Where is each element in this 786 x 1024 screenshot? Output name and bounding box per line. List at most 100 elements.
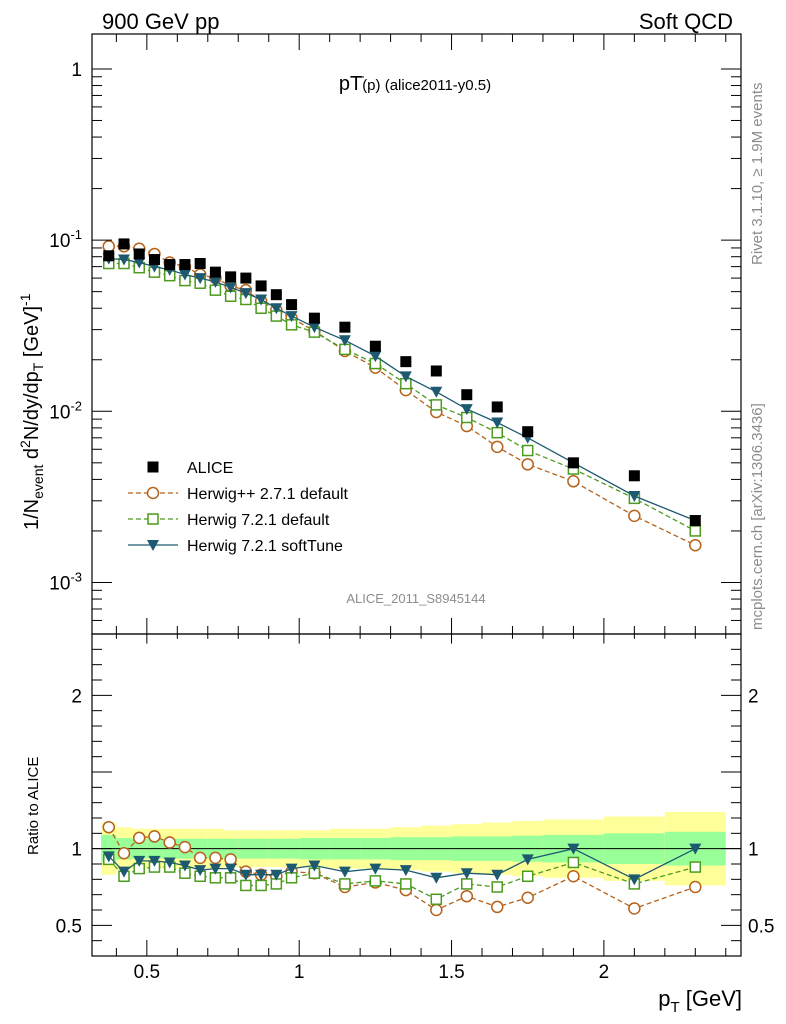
main-data-point	[209, 266, 221, 278]
ratio-point	[460, 868, 473, 880]
ratio-point	[194, 865, 207, 877]
ratio-point	[255, 879, 267, 892]
ratio-point	[689, 861, 702, 873]
main-data-point	[308, 312, 320, 324]
header-left: 900 GeV pp	[102, 9, 219, 34]
x-tick-label: 2	[599, 962, 610, 983]
main-data-point	[194, 258, 206, 270]
main-point	[460, 404, 473, 416]
main-point	[194, 273, 207, 285]
main-data-point	[522, 426, 534, 438]
ratio-point	[369, 875, 382, 887]
ratio-point	[567, 870, 580, 883]
ratio-point	[369, 863, 382, 875]
x-tick-label: 0.5	[134, 962, 160, 983]
analysis-watermark: ALICE_2011_S8945144	[346, 591, 485, 606]
tick-base: 10	[49, 402, 70, 423]
ratio-point	[102, 851, 115, 863]
main-data-point	[339, 321, 351, 333]
main-data-point	[430, 365, 442, 377]
main-point	[178, 269, 191, 281]
mcplots-label: mcplots.cern.ch [arXiv:1306.3436]	[749, 403, 766, 630]
ratio-point	[163, 857, 176, 869]
ratio-point	[521, 854, 534, 866]
ratio-y-tick-label: 1	[71, 840, 82, 861]
ratio-point	[490, 900, 504, 914]
ratio-y-tick-label-right: 0.5	[748, 916, 774, 937]
ratio-point	[461, 878, 473, 890]
legend-entry: Herwig 7.2.1 default	[128, 512, 330, 529]
main-point	[689, 538, 702, 552]
legend-label: ALICE	[187, 460, 233, 477]
ratio-point	[239, 869, 252, 881]
ratio-point	[148, 855, 161, 867]
main-point	[521, 444, 534, 457]
main-y-tick-label: 10-3	[49, 569, 82, 594]
ratio-point	[240, 879, 252, 892]
ratio-point	[224, 853, 237, 866]
ratio-point	[400, 878, 412, 890]
main-data-point	[164, 259, 176, 271]
main-point	[628, 509, 641, 523]
ratio-y-tick-label: 2	[71, 686, 82, 707]
main-point	[102, 240, 116, 253]
main-data-point	[148, 254, 160, 266]
ratio-y-tick-label: 0.5	[56, 916, 82, 937]
tick-base: 10	[49, 231, 70, 252]
ratio-point	[430, 893, 443, 906]
main-point	[133, 257, 146, 269]
ratio-point	[270, 869, 283, 881]
main-ylabel: 1/Nevent d2N/dy/dpT [GeV]-1	[17, 293, 46, 530]
ratio-point	[193, 851, 207, 865]
x-tick-label: 1	[294, 962, 305, 983]
main-point	[117, 254, 130, 266]
ratio-point	[628, 902, 641, 915]
ratio-y-tick-label-right: 1	[748, 840, 759, 861]
main-data-point	[255, 280, 267, 292]
ratio-point	[209, 863, 222, 875]
main-point	[369, 351, 382, 363]
main-data-series-0	[103, 238, 701, 527]
tick-exponent: -3	[70, 569, 82, 584]
main-point	[430, 386, 443, 398]
ratio-point	[430, 903, 443, 917]
main-point	[255, 294, 268, 306]
x-tick-label: 1.5	[438, 962, 464, 983]
main-data-point	[689, 515, 701, 527]
legend-marker	[146, 486, 160, 500]
main-data-point	[240, 272, 252, 284]
main-data-point	[225, 271, 237, 283]
legend-entry: ALICE	[147, 460, 233, 477]
ratio-point	[430, 872, 443, 884]
legend: ALICE Herwig++ 2.7.1 default Herwig 7.2.1 …	[128, 460, 349, 555]
ratio-point	[339, 878, 351, 890]
main-point	[338, 335, 351, 347]
ratio-point	[178, 840, 192, 854]
legend-label: Herwig++ 2.7.1 default	[187, 486, 349, 503]
ratio-point	[491, 869, 504, 881]
ratio-point	[133, 855, 146, 867]
main-data-point	[461, 389, 473, 401]
main-data-point	[179, 259, 191, 271]
legend-label: Herwig 7.2.1 softTune	[187, 538, 343, 555]
ratio-point	[117, 866, 130, 878]
legend-entry: Herwig++ 2.7.1 default	[128, 486, 349, 503]
main-point	[490, 440, 504, 454]
main-point	[399, 371, 412, 383]
ratio-y-tick-label-right: 2	[748, 686, 759, 707]
xlabel: pT [GeV]	[658, 986, 742, 1016]
main-point	[689, 525, 702, 537]
ratio-point	[567, 856, 580, 869]
ratio-ylabel: Ratio to ALICE	[25, 757, 42, 855]
legend-marker	[147, 513, 159, 525]
main-point	[521, 458, 534, 471]
main-point	[491, 417, 504, 429]
main-data-point	[270, 289, 282, 301]
main-data-point	[103, 250, 115, 262]
ratio-frame	[91, 633, 742, 957]
ratio-series-2	[102, 843, 702, 886]
legend-marker	[147, 540, 159, 551]
main-data-point	[628, 470, 640, 482]
